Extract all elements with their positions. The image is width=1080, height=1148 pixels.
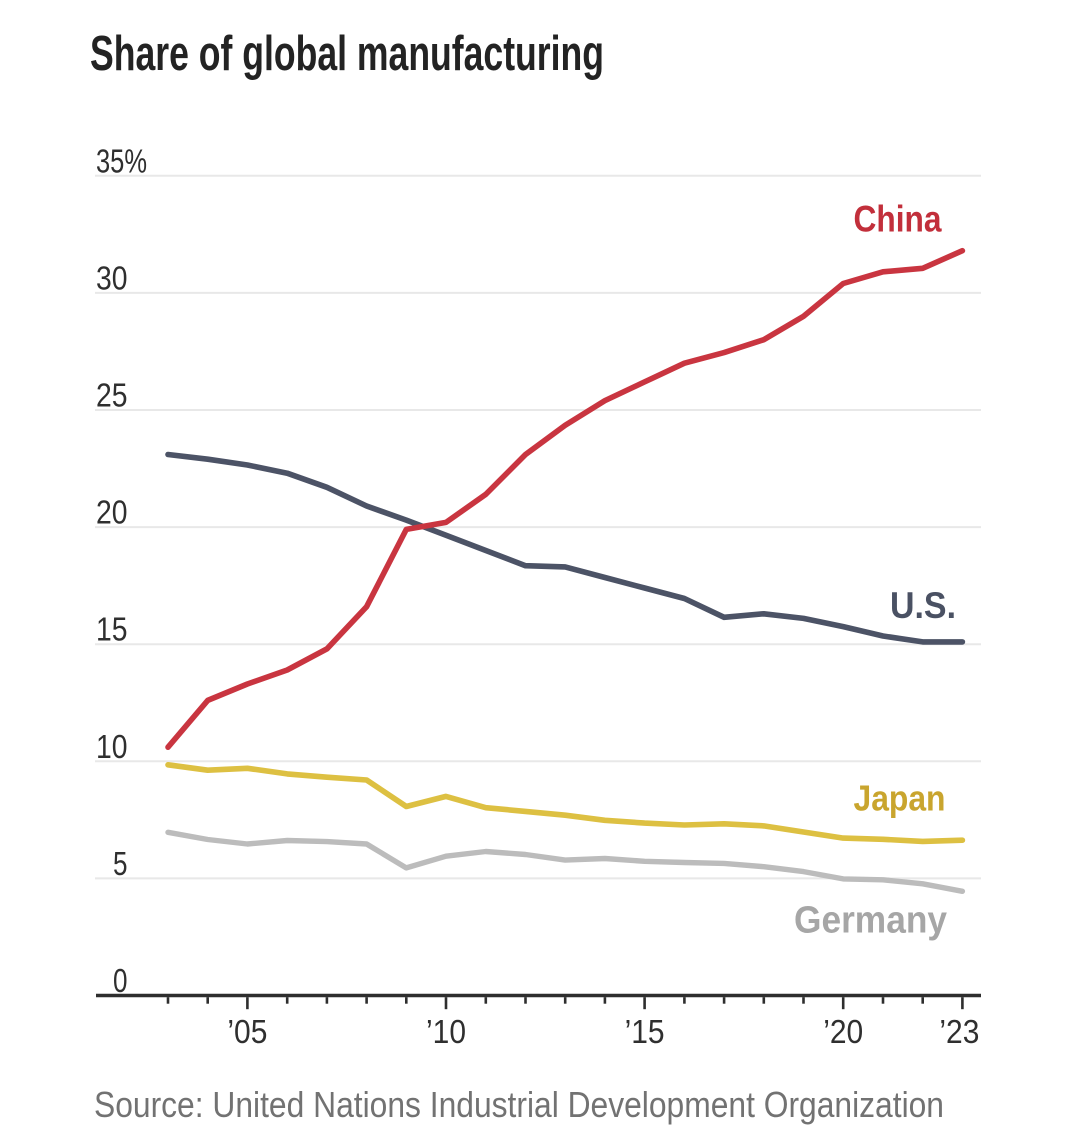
svg-text:Share of global manufacturing: Share of global manufacturing (90, 27, 604, 81)
svg-text:35%: 35% (96, 143, 147, 180)
svg-text:’05: ’05 (227, 1014, 267, 1051)
svg-text:0: 0 (113, 963, 128, 1000)
svg-text:Source: United Nations Industr: Source: United Nations Industrial Develo… (94, 1084, 944, 1125)
svg-text:’23: ’23 (939, 1014, 979, 1051)
svg-text:China: China (854, 198, 943, 240)
svg-text:15: 15 (96, 612, 128, 649)
svg-text:Japan: Japan (854, 777, 946, 818)
svg-text:30: 30 (96, 260, 128, 297)
svg-text:Germany: Germany (794, 899, 947, 941)
svg-text:20: 20 (96, 495, 128, 532)
svg-text:25: 25 (96, 378, 128, 415)
svg-text:5: 5 (113, 846, 128, 883)
svg-text:’10: ’10 (426, 1014, 466, 1051)
svg-text:’20: ’20 (823, 1014, 863, 1051)
svg-text:10: 10 (96, 729, 128, 766)
svg-text:U.S.: U.S. (890, 585, 956, 626)
svg-text:’15: ’15 (625, 1014, 665, 1051)
